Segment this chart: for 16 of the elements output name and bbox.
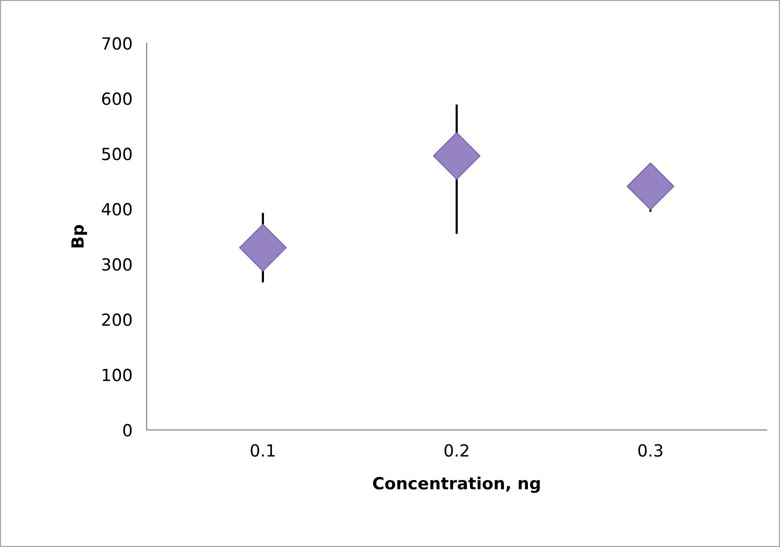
point [626,162,674,210]
x-axis-title: Concentration, ng [373,476,540,493]
y-tick-label: 600 [102,92,132,106]
y-axis-title: Bp [71,225,88,248]
point [239,224,287,272]
x-tick-label: 0.3 [638,444,662,457]
y-tick-label: 500 [102,148,132,160]
y-tick-label: 100 [102,368,132,382]
point [432,132,480,180]
x-tick-label: 0.2 [444,444,468,457]
y-tick-label: 200 [102,313,132,326]
y-tick-label: 700 [102,37,132,50]
y-tick-label: 400 [102,202,132,216]
x-tick-label: 0.1 [250,444,275,457]
y-tick-label: 300 [102,258,132,271]
y-tick-label: 0 [123,424,132,437]
